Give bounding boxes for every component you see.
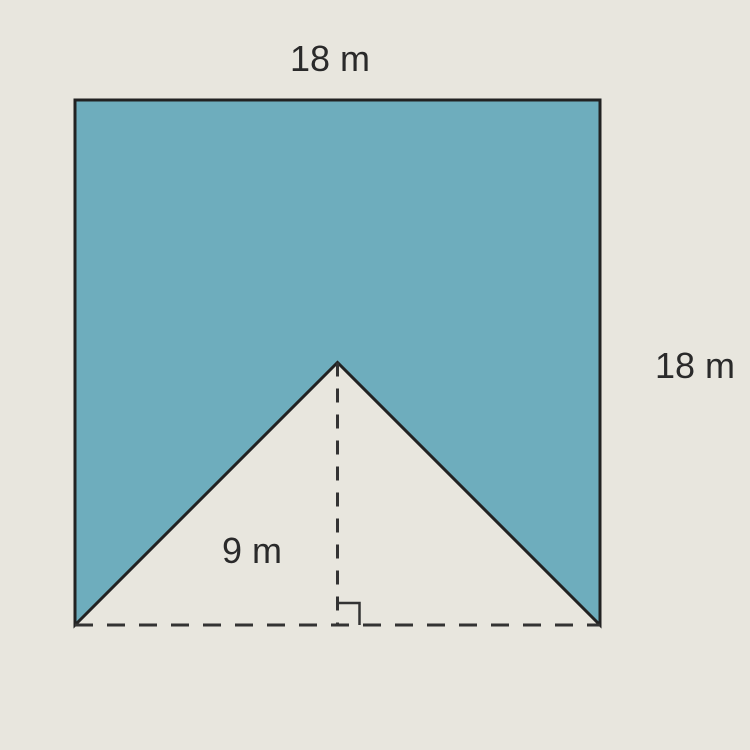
geometry-diagram: 18 m 18 m 9 m bbox=[0, 0, 750, 750]
top-width-label: 18 m bbox=[290, 38, 370, 80]
triangle-height-label: 9 m bbox=[222, 530, 282, 572]
right-height-label: 18 m bbox=[655, 345, 735, 387]
right-angle-marker bbox=[338, 603, 360, 625]
shape-svg bbox=[0, 0, 750, 750]
